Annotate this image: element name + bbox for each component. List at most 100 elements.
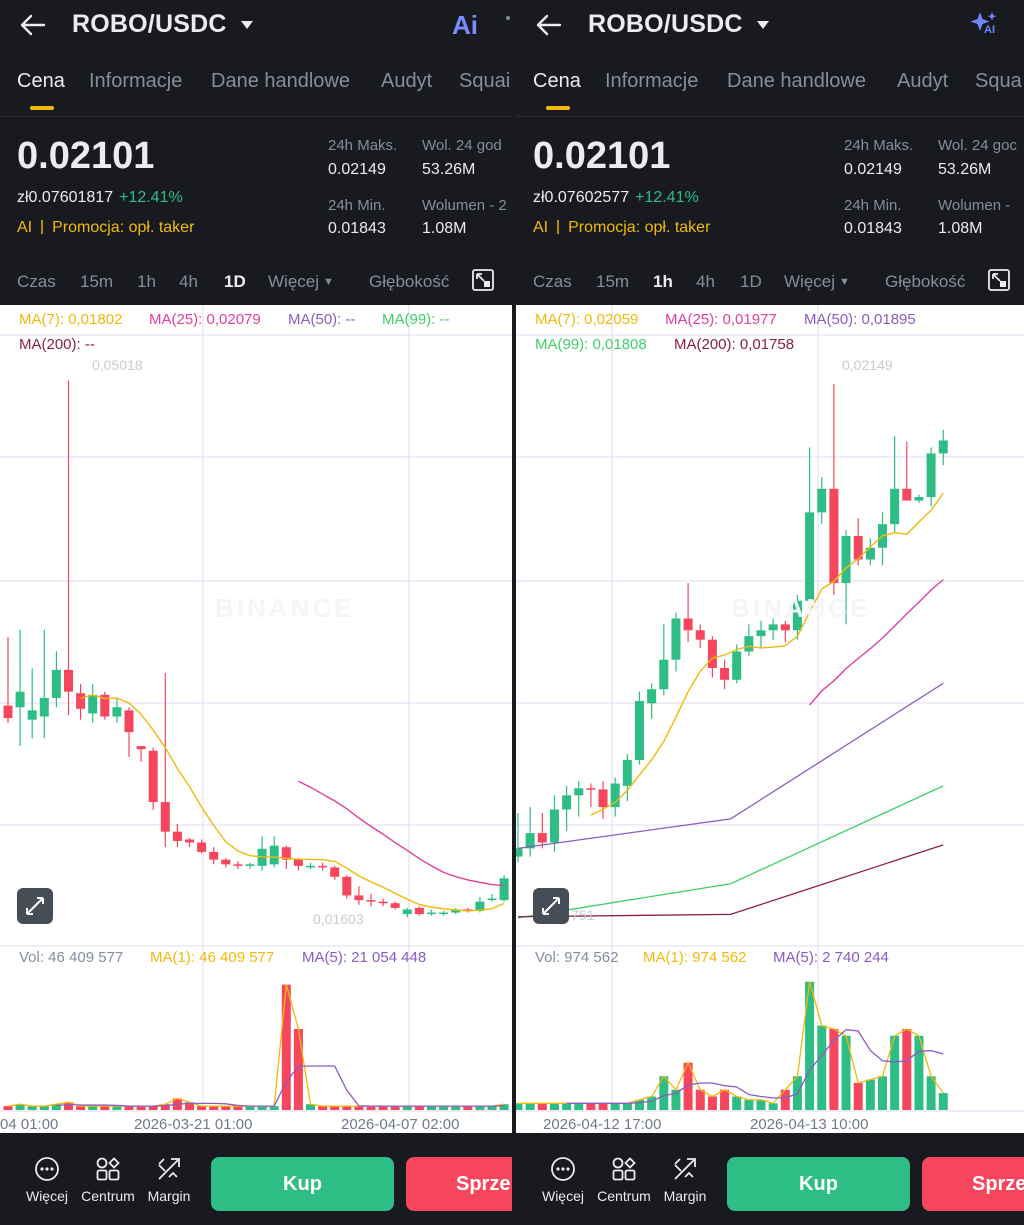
volume-bar	[586, 1103, 596, 1110]
tab-price[interactable]: Cena	[17, 70, 65, 92]
interval-4h[interactable]: 4h	[696, 272, 715, 291]
promo-text: Promocja: opł. taker	[568, 219, 711, 236]
interval-1h[interactable]: 1h	[137, 272, 156, 291]
pair-dropdown-icon[interactable]	[240, 20, 254, 30]
candle-body	[39, 697, 49, 717]
pair-title[interactable]: ROBO/USDC	[72, 10, 227, 38]
ma7-legend: MA(7): 0,02059	[535, 311, 639, 328]
center-button[interactable]: Centrum	[78, 1155, 138, 1204]
interval-more[interactable]: Więcej ▼	[268, 272, 334, 292]
candle-body	[720, 667, 730, 680]
ma7-line	[80, 694, 505, 912]
volume-bar	[330, 1106, 340, 1110]
interval-time[interactable]: Czas	[17, 272, 56, 291]
candle-body	[549, 809, 559, 843]
buy-button[interactable]: Kup	[211, 1157, 394, 1211]
volume-bar	[88, 1106, 98, 1110]
promo-row[interactable]: AI Promocja: opł. taker	[17, 219, 194, 237]
tab-square[interactable]: Squa	[975, 70, 1022, 92]
candle-body	[890, 488, 900, 525]
volume-bar	[610, 1103, 620, 1110]
more-label: Więcej	[268, 272, 320, 291]
volume-bar	[39, 1106, 49, 1110]
candle-body	[390, 903, 400, 908]
margin-icon	[158, 1158, 180, 1180]
ai-tag: AI	[17, 219, 33, 236]
ai-sparkle-icon[interactable]: AI	[968, 10, 1002, 42]
volume-bar	[257, 1106, 267, 1110]
depth-tab[interactable]: Głębokość	[885, 272, 966, 291]
volume-bar	[647, 1096, 657, 1110]
tab-audit[interactable]: Audyt	[897, 70, 949, 92]
volume-bar	[209, 1106, 219, 1110]
sell-button[interactable]: Sprze	[922, 1157, 1024, 1211]
tab-info[interactable]: Informacje	[89, 70, 183, 92]
promo-row[interactable]: AI Promocja: opł. taker	[533, 219, 710, 237]
volume-bar	[853, 1083, 863, 1110]
interval-more[interactable]: Więcej ▼	[784, 272, 850, 292]
back-arrow-icon[interactable]	[18, 10, 48, 40]
volume-bar	[414, 1106, 424, 1110]
volume-bar	[318, 1106, 328, 1110]
depth-tab[interactable]: Głębokość	[369, 272, 450, 291]
volume-bar	[269, 1106, 279, 1110]
price-chart[interactable]: BINANCE MA(7): 0,02059 MA(25): 0,01977 M…	[516, 305, 1024, 1133]
volume-bar	[390, 1106, 400, 1110]
back-arrow-icon[interactable]	[534, 10, 564, 40]
volume-bar	[245, 1106, 255, 1110]
tab-trading-data[interactable]: Dane handlowe	[727, 70, 866, 92]
high-marker: 0,02149	[842, 357, 893, 373]
ai-icon[interactable]: Ai	[452, 10, 478, 40]
chart-settings-icon[interactable]	[471, 268, 495, 292]
pair-title[interactable]: ROBO/USDC	[588, 10, 743, 38]
candle-body	[902, 488, 912, 501]
interval-1h[interactable]: 1h	[653, 272, 673, 291]
candle-body	[516, 848, 523, 857]
ma99-legend: MA(99): 0,01808	[535, 336, 647, 353]
interval-1d[interactable]: 1D	[740, 272, 762, 291]
candle-body	[172, 831, 182, 841]
tab-price[interactable]: Cena	[533, 70, 581, 92]
interval-1d[interactable]: 1D	[224, 272, 246, 291]
fullscreen-button[interactable]	[17, 888, 53, 924]
candle-body	[366, 900, 376, 902]
interval-4h[interactable]: 4h	[179, 272, 198, 291]
margin-button[interactable]: Margin	[655, 1155, 715, 1204]
tab-trading-data[interactable]: Dane handlowe	[211, 70, 350, 92]
volume-bar	[683, 1062, 693, 1110]
candle-body	[683, 618, 693, 631]
candlestick-chart[interactable]	[0, 305, 512, 1133]
ma25-legend: MA(25): 0,02079	[149, 311, 261, 328]
volume-bar	[732, 1096, 742, 1110]
volume-bar	[499, 1104, 509, 1110]
candle-body	[475, 901, 485, 911]
interval-15m[interactable]: 15m	[80, 272, 114, 291]
sell-button[interactable]: Sprze	[406, 1157, 512, 1211]
volume-bar	[281, 984, 291, 1110]
tab-audit[interactable]: Audyt	[381, 70, 433, 92]
volume-bar	[439, 1106, 449, 1110]
margin-button[interactable]: Margin	[139, 1155, 199, 1204]
center-button[interactable]: Centrum	[594, 1155, 654, 1204]
candle-body	[439, 912, 449, 915]
interval-time[interactable]: Czas	[533, 272, 572, 291]
more-button[interactable]: Więcej	[533, 1155, 593, 1204]
fiat-price-row: zł0.07601817 +12.41%	[17, 189, 183, 207]
interval-15m[interactable]: 15m	[596, 272, 630, 291]
more-button[interactable]: Więcej	[17, 1155, 77, 1204]
candle-body	[635, 701, 644, 760]
volume-bar	[221, 1106, 231, 1110]
low-marker: 751	[571, 907, 595, 923]
tab-square[interactable]: Squai	[459, 70, 511, 92]
pair-dropdown-icon[interactable]	[756, 20, 770, 30]
tab-info[interactable]: Informacje	[605, 70, 699, 92]
volume-ma5-line	[56, 1065, 505, 1107]
candle-body	[707, 639, 717, 668]
price-chart[interactable]: BINANCE MA(7): 0,01802 MA(25): 0,02079 M…	[0, 305, 512, 1133]
candle-body	[306, 865, 315, 868]
buy-button[interactable]: Kup	[727, 1157, 910, 1211]
candlestick-chart[interactable]	[516, 305, 1024, 1133]
tabs: Cena Informacje Dane handlowe Audyt Squa	[516, 66, 1024, 110]
fullscreen-button[interactable]	[533, 888, 569, 924]
chart-settings-icon[interactable]	[987, 268, 1011, 292]
